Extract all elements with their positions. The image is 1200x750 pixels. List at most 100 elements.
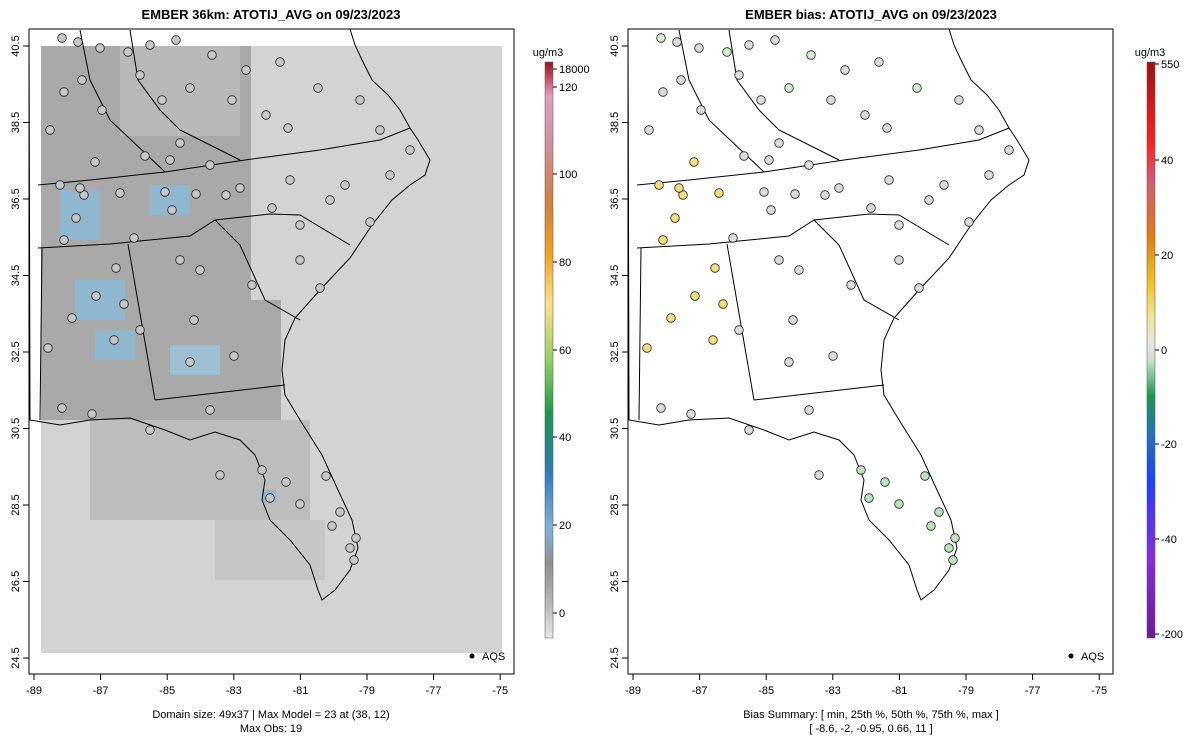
aqs-station-marker bbox=[924, 195, 934, 205]
aqs-station-marker bbox=[806, 50, 816, 60]
aqs-station-marker bbox=[405, 145, 415, 155]
right-title: EMBER bias: ATOTIJ_AVG on 09/23/2023 bbox=[745, 7, 997, 22]
x-tick-label: -81 bbox=[891, 685, 907, 697]
aqs-station-marker bbox=[788, 315, 798, 325]
aqs-station-marker bbox=[57, 33, 67, 43]
aqs-station-marker bbox=[948, 555, 958, 565]
aqs-station-marker bbox=[874, 57, 884, 67]
aqs-station-marker bbox=[794, 265, 804, 275]
aqs-station-marker bbox=[656, 403, 666, 413]
aqs-station-marker bbox=[59, 87, 69, 97]
aqs-station-marker bbox=[694, 43, 704, 53]
aqs-station-marker bbox=[321, 471, 331, 481]
aqs-station-marker bbox=[696, 105, 706, 115]
y-tick-label: 24.5 bbox=[10, 647, 22, 668]
colorbar-tick-label: 60 bbox=[559, 345, 571, 357]
aqs-station-marker bbox=[75, 183, 85, 193]
aqs-station-marker bbox=[934, 507, 944, 517]
state-border-kyva-tn bbox=[37, 127, 411, 186]
y-tick-label: 40.5 bbox=[10, 35, 22, 56]
aqs-station-marker bbox=[191, 189, 201, 199]
aqs-station-marker bbox=[295, 255, 305, 265]
x-tick-label: -85 bbox=[758, 685, 774, 697]
y-tick-label: 34.5 bbox=[10, 265, 22, 286]
state-border-ga-fl bbox=[753, 384, 885, 401]
aqs-station-marker bbox=[834, 183, 844, 193]
colorbar-tick-label: 100 bbox=[559, 169, 577, 181]
right-legend-label: AQS bbox=[1081, 651, 1104, 663]
aqs-station-marker bbox=[666, 313, 676, 323]
aqs-station-marker bbox=[718, 299, 728, 309]
aqs-station-marker bbox=[974, 125, 984, 135]
aqs-station-marker bbox=[739, 151, 749, 161]
aqs-station-marker bbox=[207, 50, 217, 60]
state-border-ms bbox=[638, 247, 642, 421]
right-colorbar-ticks: 550 40 20 0 -20 -40 -200 bbox=[1155, 59, 1183, 641]
right-colorbar-unit: ug/m3 bbox=[1135, 47, 1166, 59]
model-mid-region-fl bbox=[215, 520, 325, 580]
aqs-station-marker bbox=[229, 351, 239, 361]
aqs-station-marker bbox=[247, 280, 257, 290]
aqs-station-marker bbox=[160, 187, 170, 197]
state-border-kyva-tn bbox=[636, 127, 1010, 186]
aqs-station-marker bbox=[790, 189, 800, 199]
aqs-station-marker bbox=[860, 110, 870, 120]
left-boundaries bbox=[29, 29, 431, 601]
coastline bbox=[628, 29, 1030, 601]
aqs-station-marker bbox=[77, 75, 87, 85]
model-mid-region-gulf bbox=[90, 420, 310, 520]
aqs-station-marker bbox=[678, 190, 688, 200]
aqs-station-marker bbox=[175, 138, 185, 148]
aqs-station-marker bbox=[73, 37, 83, 47]
x-tick-label: -77 bbox=[426, 685, 442, 697]
aqs-station-marker bbox=[97, 105, 107, 115]
right-footer-line2: [ -8.6, -2, -0.95, 0.66, 11 ] bbox=[809, 723, 932, 735]
aqs-station-marker bbox=[171, 35, 181, 45]
aqs-station-marker bbox=[856, 465, 866, 475]
aqs-station-marker bbox=[227, 95, 237, 105]
colorbar-tick-label: 40 bbox=[1161, 155, 1173, 167]
state-border-ms bbox=[39, 247, 43, 421]
aqs-station-marker bbox=[285, 175, 295, 185]
aqs-station-marker bbox=[281, 477, 291, 487]
aqs-station-marker bbox=[710, 263, 720, 273]
colorbar-tick-label: 80 bbox=[559, 257, 571, 269]
aqs-station-marker bbox=[884, 175, 894, 185]
aqs-station-marker bbox=[375, 125, 385, 135]
aqs-station-marker bbox=[654, 180, 664, 190]
aqs-station-marker bbox=[722, 47, 732, 57]
left-colorbar-unit: ug/m3 bbox=[533, 47, 564, 59]
x-tick-label: -75 bbox=[492, 685, 508, 697]
y-tick-label: 30.5 bbox=[10, 418, 22, 439]
aqs-station-marker bbox=[265, 493, 275, 503]
aqs-station-marker bbox=[95, 43, 105, 53]
state-border-ga-sc bbox=[214, 219, 301, 321]
right-plot-frame bbox=[627, 28, 1114, 675]
y-tick-label: 32.5 bbox=[609, 341, 621, 362]
colorbar-tick-label: 40 bbox=[559, 432, 571, 444]
x-tick-label: -85 bbox=[159, 685, 175, 697]
aqs-station-marker bbox=[235, 183, 245, 193]
aqs-station-marker bbox=[267, 203, 277, 213]
x-tick-label: -87 bbox=[692, 685, 708, 697]
aqs-station-marker bbox=[349, 555, 359, 565]
aqs-station-marker bbox=[71, 213, 81, 223]
aqs-station-marker bbox=[345, 543, 355, 553]
y-tick-label: 28.5 bbox=[10, 494, 22, 515]
aqs-station-marker bbox=[123, 47, 133, 57]
aqs-station-marker bbox=[167, 205, 177, 215]
right-station-markers bbox=[642, 33, 1014, 565]
aqs-station-marker bbox=[221, 190, 231, 200]
aqs-station-marker bbox=[57, 403, 67, 413]
y-tick-label: 26.5 bbox=[609, 571, 621, 592]
aqs-station-marker bbox=[926, 521, 936, 531]
left-model-field bbox=[41, 46, 502, 653]
aqs-station-marker bbox=[954, 95, 964, 105]
aqs-station-marker bbox=[145, 40, 155, 50]
aqs-station-marker bbox=[119, 299, 129, 309]
colorbar-tick-label: 120 bbox=[559, 82, 577, 94]
y-tick-label: 34.5 bbox=[609, 265, 621, 286]
aqs-station-marker bbox=[215, 470, 225, 480]
colorbar-tick-label: 18000 bbox=[559, 64, 590, 76]
aqs-station-marker bbox=[257, 465, 267, 475]
